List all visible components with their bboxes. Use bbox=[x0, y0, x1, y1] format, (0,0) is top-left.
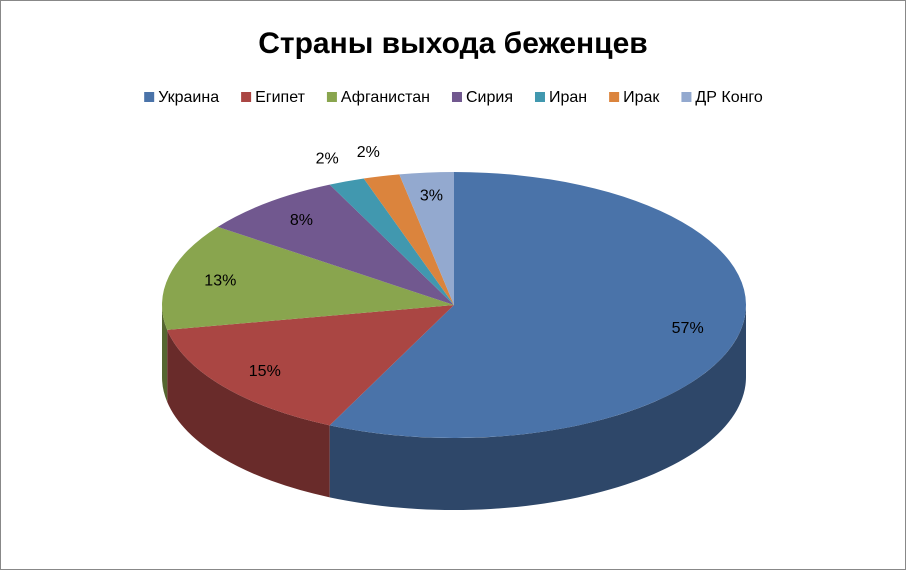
data-label: 2% bbox=[316, 150, 339, 167]
legend-label: Украина bbox=[158, 89, 219, 106]
data-label: 15% bbox=[249, 363, 281, 380]
legend-swatch bbox=[144, 92, 155, 102]
legend-label: Ирак bbox=[623, 89, 660, 106]
slice bbox=[329, 172, 746, 438]
data-label: 8% bbox=[290, 212, 313, 229]
legend-swatch bbox=[609, 92, 620, 102]
legend-label: Афганистан bbox=[341, 89, 430, 106]
slice bbox=[217, 184, 454, 305]
data-label: 2% bbox=[357, 144, 380, 161]
legend-label: ДР Конго bbox=[695, 89, 762, 106]
legend-swatch bbox=[241, 92, 252, 102]
legend-label: Египет bbox=[255, 89, 305, 106]
slice bbox=[162, 226, 455, 330]
data-label: 57% bbox=[672, 320, 704, 337]
legend-swatch bbox=[534, 92, 545, 102]
slice-side bbox=[167, 329, 330, 498]
data-label: 13% bbox=[204, 272, 236, 289]
legend: Украина Египет Афганистан Сирия Иран Ирак ДР К… bbox=[144, 89, 763, 106]
legend-swatch bbox=[451, 92, 462, 102]
slice-side bbox=[329, 305, 746, 511]
slice bbox=[363, 174, 454, 305]
data-label: 3% bbox=[420, 188, 443, 205]
legend-swatch bbox=[326, 92, 337, 102]
chart-title: Страны выхода беженцев bbox=[258, 27, 648, 60]
slice bbox=[167, 305, 454, 426]
slice-side bbox=[162, 305, 168, 402]
slice bbox=[329, 178, 454, 305]
legend-swatch bbox=[681, 92, 692, 102]
legend-label: Иран bbox=[549, 89, 587, 106]
slice bbox=[399, 172, 454, 305]
legend-label: Сирия bbox=[466, 89, 513, 106]
